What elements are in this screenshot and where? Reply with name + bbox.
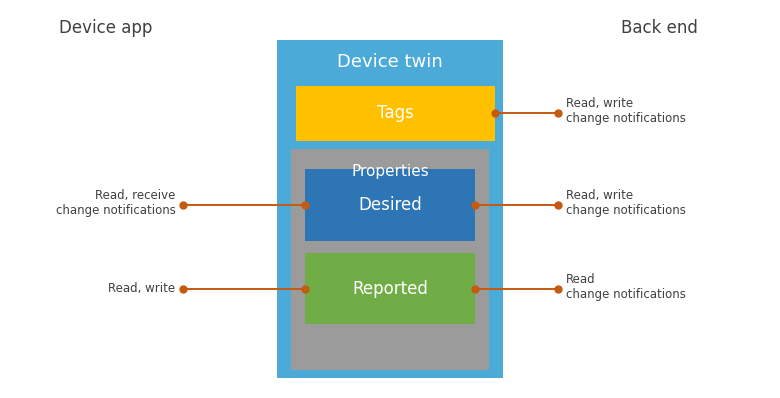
Text: Read, receive
change notifications: Read, receive change notifications [55, 189, 176, 217]
Bar [291, 149, 489, 370]
Text: Back end: Back end [621, 19, 697, 37]
Text: Device app: Device app [58, 19, 152, 37]
Text: Device twin: Device twin [337, 53, 443, 71]
Text: Desired: Desired [358, 196, 422, 214]
Text: Reported: Reported [352, 279, 428, 298]
Text: Read, write: Read, write [108, 282, 176, 295]
Bar [305, 169, 475, 241]
Bar [296, 86, 495, 141]
Bar [277, 40, 503, 378]
Text: Properties: Properties [351, 164, 429, 179]
Text: Read
change notifications: Read change notifications [566, 273, 686, 300]
Text: Tags: Tags [378, 104, 414, 123]
Bar [305, 253, 475, 324]
Text: Read, write
change notifications: Read, write change notifications [566, 189, 686, 217]
Text: Read, write
change notifications: Read, write change notifications [566, 98, 686, 125]
